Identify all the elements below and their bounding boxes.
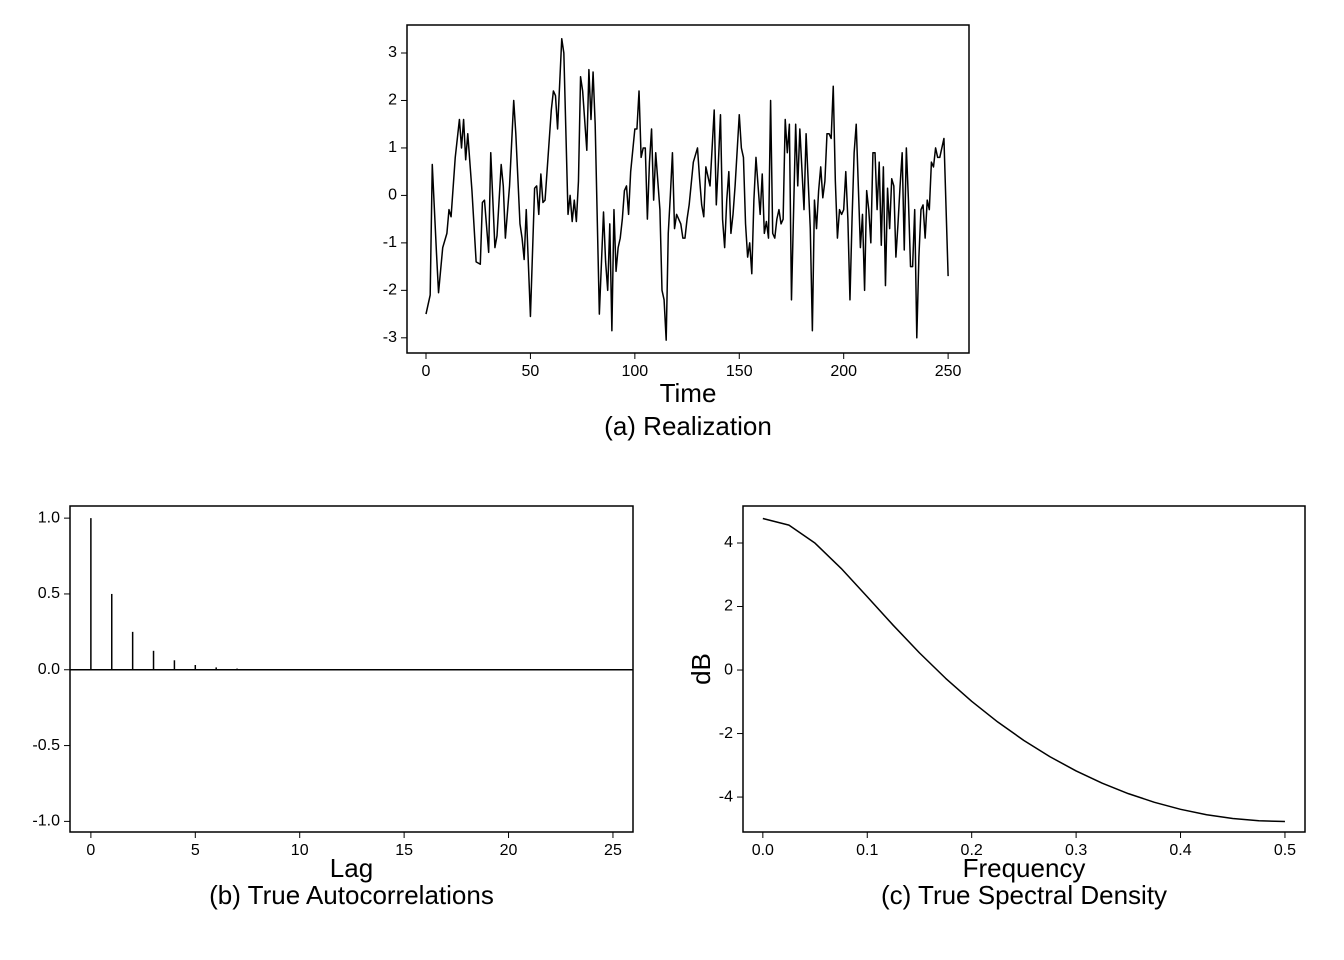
plot-frame: [406, 24, 970, 354]
x-tick-label: 0.5: [1274, 842, 1296, 859]
y-tick-label: 1: [388, 139, 397, 156]
plot-frame: [69, 505, 634, 833]
y-tick-label: 1.0: [38, 509, 60, 526]
x-tick-label: 25: [604, 842, 622, 859]
x-tick-label: 0.4: [1169, 842, 1191, 859]
series-line: [762, 517, 1285, 823]
caption: (a) Realization: [604, 411, 772, 441]
x-tick-label: 0: [422, 363, 431, 380]
caption: (b) True Autocorrelations: [209, 880, 494, 910]
x-tick-label: 5: [191, 842, 200, 859]
x-tick-label: 200: [830, 363, 857, 380]
x-tick-label: 50: [522, 363, 540, 380]
x-tick-label: 0.3: [1065, 842, 1087, 859]
y-tick-label: -1.0: [32, 813, 60, 830]
x-tick-label: 0: [86, 842, 95, 859]
y-tick-label: -1: [383, 234, 397, 251]
y-tick-label: -2: [383, 282, 397, 299]
y-tick-label: -4: [719, 788, 733, 805]
x-tick-label: 10: [291, 842, 309, 859]
y-tick-label: 2: [388, 92, 397, 109]
x-axis-label: Lag: [330, 853, 373, 883]
y-tick-label: -3: [383, 329, 397, 346]
y-tick-label: 0: [388, 187, 397, 204]
y-tick-label: 2: [724, 598, 733, 615]
y-tick-label: 0.0: [38, 661, 60, 678]
y-axis-label: dB: [686, 653, 716, 685]
x-axis-label: Time: [660, 378, 717, 408]
x-tick-label: 0.2: [961, 842, 983, 859]
y-tick-label: -2: [719, 725, 733, 742]
x-tick-label: 0.0: [752, 842, 774, 859]
y-tick-label: 4: [724, 534, 733, 551]
plot-frame: [742, 505, 1306, 833]
y-tick-label: -0.5: [32, 737, 60, 754]
x-tick-label: 250: [935, 363, 962, 380]
x-tick-label: 150: [726, 363, 753, 380]
y-tick-label: 3: [388, 44, 397, 61]
series-line: [425, 38, 949, 341]
caption: (c) True Spectral Density: [881, 880, 1167, 910]
x-tick-label: 100: [621, 363, 648, 380]
y-tick-label: 0.5: [38, 585, 60, 602]
x-tick-label: 20: [500, 842, 518, 859]
x-axis-label: Frequency: [963, 853, 1086, 883]
x-tick-label: 0.1: [856, 842, 878, 859]
y-tick-label: 0: [724, 661, 733, 678]
x-tick-label: 15: [395, 842, 413, 859]
